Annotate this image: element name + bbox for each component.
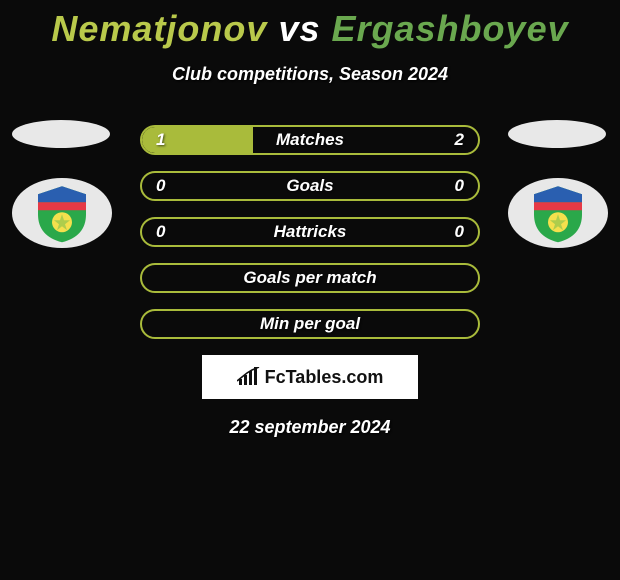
page-title: Nematjonov vs Ergashboyev <box>0 8 620 50</box>
player1-name: Nematjonov <box>51 8 267 49</box>
stat-row: 0 Goals 0 <box>140 171 480 201</box>
stat-row: 0 Hattricks 0 <box>140 217 480 247</box>
stat-right-value: 2 <box>455 130 464 150</box>
stat-row: Min per goal <box>140 309 480 339</box>
brand-text: FcTables.com <box>265 367 384 388</box>
stat-label: Min per goal <box>260 314 360 334</box>
player2-name: Ergashboyev <box>332 8 569 49</box>
vs-text: vs <box>278 8 320 49</box>
chart-icon <box>237 367 261 387</box>
subtitle: Club competitions, Season 2024 <box>0 64 620 85</box>
comparison-card: Nematjonov vs Ergashboyev Club competiti… <box>0 0 620 438</box>
stat-right-value: 0 <box>455 176 464 196</box>
stat-label: Goals <box>286 176 333 196</box>
stat-row: Goals per match <box>140 263 480 293</box>
stat-row: 1 Matches 2 <box>140 125 480 155</box>
brand-box: FcTables.com <box>202 355 418 399</box>
date-text: 22 september 2024 <box>0 417 620 438</box>
stat-label: Hattricks <box>274 222 347 242</box>
stat-label: Matches <box>276 130 344 150</box>
stat-left-value: 1 <box>156 130 165 150</box>
stat-left-value: 0 <box>156 222 165 242</box>
stats-rows: 1 Matches 2 0 Goals 0 0 Hattricks 0 Goals per mat… <box>0 125 620 339</box>
stat-left-value: 0 <box>156 176 165 196</box>
stat-right-value: 0 <box>455 222 464 242</box>
stat-label: Goals per match <box>243 268 376 288</box>
